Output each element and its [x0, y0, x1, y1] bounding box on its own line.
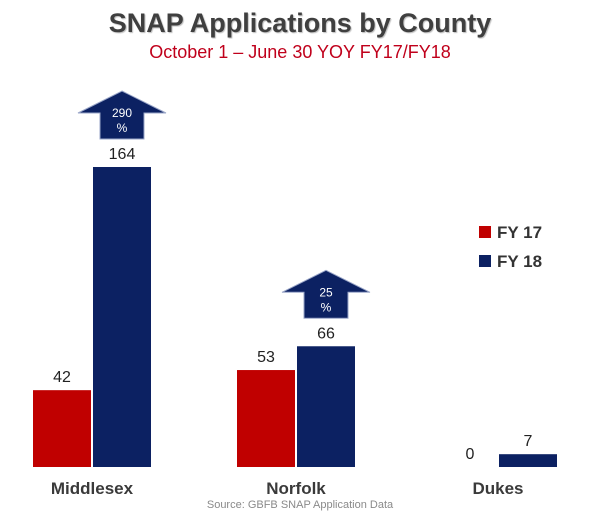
bar-middlesex-fy-17: [33, 390, 91, 467]
bar-middlesex-fy-18: [93, 167, 151, 467]
legend-swatch-fy-18: [479, 255, 491, 267]
growth-unit-middlesex: %: [117, 121, 128, 135]
bar-norfolk-fy-17: [237, 370, 295, 467]
value-label-middlesex-fy-18: 164: [109, 146, 136, 163]
category-label-dukes: Dukes: [472, 479, 523, 498]
chart-title: SNAP Applications by County: [108, 8, 492, 38]
value-label-norfolk-fy-18: 66: [317, 325, 335, 342]
category-label-middlesex: Middlesex: [51, 479, 134, 498]
bar-norfolk-fy-18: [297, 346, 355, 467]
legend-swatch-fy-17: [479, 226, 491, 238]
growth-arrow-middlesex: [77, 90, 167, 140]
category-label-norfolk: Norfolk: [266, 479, 326, 498]
legend-label-fy-18: FY 18: [497, 252, 542, 271]
growth-value-middlesex: 290: [112, 106, 132, 120]
value-label-dukes-fy-17: 0: [466, 446, 475, 463]
source-note: Source: GBFB SNAP Application Data: [206, 499, 394, 511]
growth-arrow-norfolk: [281, 269, 371, 319]
value-label-middlesex-fy-17: 42: [53, 369, 71, 386]
value-label-norfolk-fy-17: 53: [257, 349, 275, 366]
bar-dukes-fy-18: [499, 454, 557, 467]
value-label-dukes-fy-18: 7: [524, 433, 533, 450]
legend-label-fy-17: FY 17: [497, 223, 542, 242]
growth-unit-norfolk: %: [321, 300, 332, 314]
chart-subtitle: October 1 – June 30 YOY FY17/FY18: [149, 42, 451, 62]
growth-value-norfolk: 25: [319, 285, 333, 299]
